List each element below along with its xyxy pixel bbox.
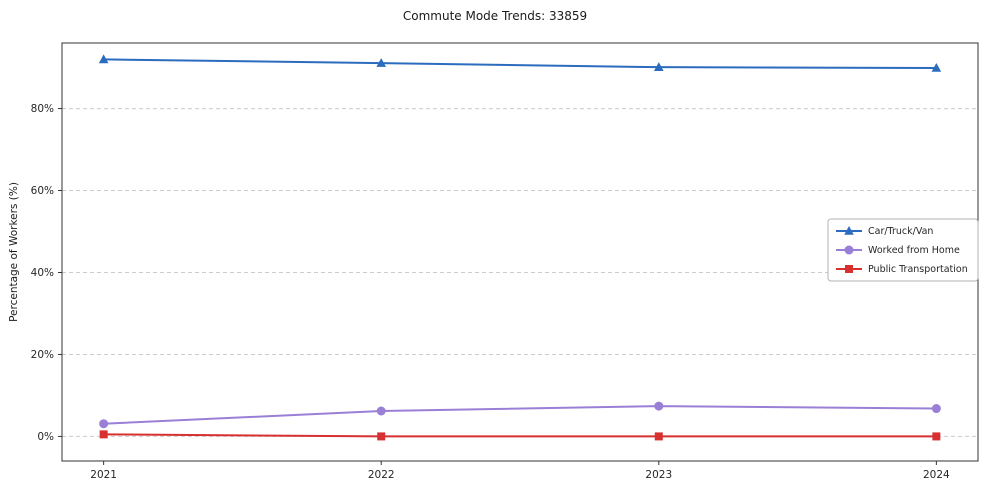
y-tick-label: 60%	[31, 185, 54, 197]
triangle-marker	[653, 62, 664, 71]
series-public-transportation	[99, 430, 941, 441]
chart-title: Commute Mode Trends: 33859	[402, 9, 588, 23]
legend-box	[827, 218, 979, 282]
x-tick-label: 2022	[368, 469, 395, 481]
triangle-marker	[931, 62, 942, 72]
x-tick-label: 2021	[90, 469, 117, 481]
square-marker	[377, 432, 386, 441]
circle-marker	[844, 245, 854, 255]
circle-marker	[99, 419, 109, 429]
legend-label: Worked from Home	[868, 245, 960, 256]
y-tick-label: 0%	[37, 431, 54, 443]
series-line-public-transportation	[103, 433, 937, 438]
circle-marker	[931, 404, 941, 414]
legend-entry-car-truck-van: Car/Truck/Van	[836, 226, 933, 237]
triangle-marker	[844, 226, 854, 235]
y-tick-label: 80%	[31, 103, 54, 115]
square-marker	[932, 432, 941, 441]
series-line-car-truck-van	[103, 58, 937, 69]
series-worked-from-home	[99, 401, 941, 429]
square-marker	[845, 265, 853, 273]
y-tick-label: 20%	[31, 349, 54, 361]
legend-label: Car/Truck/Van	[868, 226, 933, 237]
triangle-marker	[98, 54, 109, 64]
legend-label: Public Transportation	[868, 264, 968, 275]
legend: Car/Truck/Van Worked from Home Public Tran…	[827, 218, 979, 282]
y-tick-label: 40%	[31, 267, 54, 279]
circle-marker	[376, 406, 386, 416]
square-marker	[654, 432, 663, 441]
series-line-worked-from-home	[103, 405, 937, 425]
legend-entry-worked-from-home: Worked from Home	[836, 245, 960, 256]
circle-marker	[654, 401, 664, 411]
legend-entry-public-transportation: Public Transportation	[836, 264, 968, 275]
square-marker	[99, 430, 108, 439]
y-axis-label: Percentage of Workers (%)	[8, 182, 20, 322]
triangle-marker	[376, 58, 387, 67]
x-tick-label: 2024	[923, 469, 950, 481]
x-tick-label: 2023	[645, 469, 672, 481]
series-car-truck-van	[98, 54, 942, 72]
